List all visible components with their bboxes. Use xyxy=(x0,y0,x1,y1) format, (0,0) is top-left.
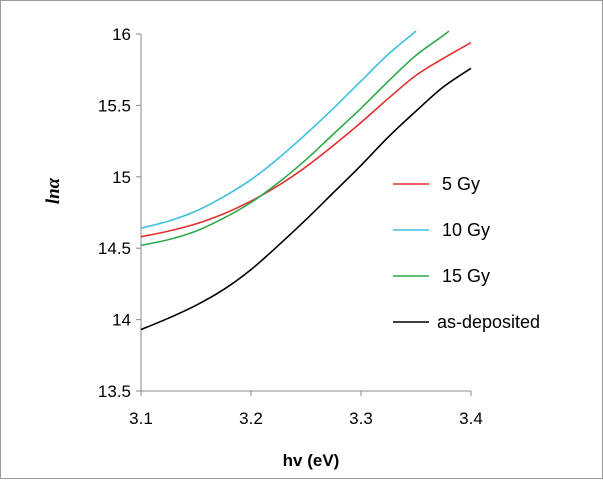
x-axis-title: hv (eV) xyxy=(283,451,340,470)
x-tick-label: 3.2 xyxy=(239,409,263,428)
series-layer xyxy=(140,30,472,331)
series-line-as-deposited xyxy=(140,67,472,331)
x-tick-label: 3.3 xyxy=(349,409,373,428)
x-tick-label: 3.1 xyxy=(129,409,153,428)
legend-label-10-gy: 10 Gy xyxy=(437,220,490,240)
axes: 13.5 14 14.5 15 15.5 16 3.1 3.2 3.3 3.4 xyxy=(98,25,483,428)
y-tick-label: 15 xyxy=(112,168,131,187)
legend-label-15-gy: 15 Gy xyxy=(437,266,490,286)
legend-label-as-deposited: as-deposited xyxy=(437,312,540,332)
y-tick-label: 14.5 xyxy=(98,239,131,258)
y-tick-label: 16 xyxy=(112,25,131,44)
legend-label-5-gy: 5 Gy xyxy=(437,174,480,194)
series-line-5-gy xyxy=(140,41,472,238)
x-tick-label: 3.4 xyxy=(459,409,483,428)
legend: 5 Gy 10 Gy 15 Gy as-deposited xyxy=(393,174,540,332)
y-tick-label: 15.5 xyxy=(98,96,131,115)
y-tick-label: 14 xyxy=(112,311,131,330)
series-line-10-gy xyxy=(140,30,417,229)
y-axis-title: lnα xyxy=(43,177,64,204)
y-tick-label: 13.5 xyxy=(98,382,131,401)
series-line-15-gy xyxy=(140,30,450,247)
